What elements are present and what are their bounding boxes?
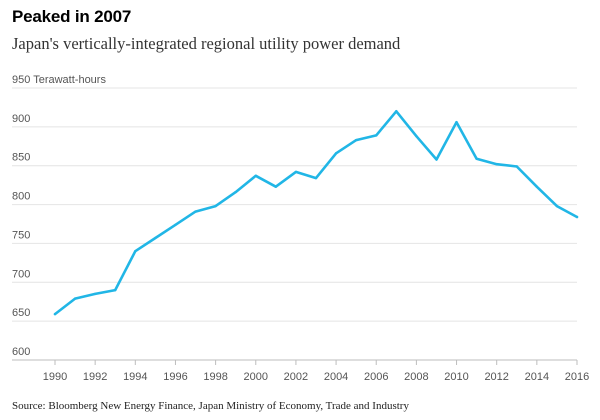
data-point (475, 157, 478, 160)
x-tick-label: 2016 (565, 371, 589, 383)
x-tick-label: 2002 (284, 371, 308, 383)
y-tick-label: 800 (12, 191, 30, 203)
x-tick-label: 2006 (364, 371, 388, 383)
data-point (535, 185, 538, 188)
data-point (555, 204, 559, 208)
data-point (174, 223, 177, 226)
data-point (274, 185, 277, 188)
x-tick-label: 2000 (244, 371, 268, 383)
y-tick-label: 650 (12, 307, 30, 319)
data-point (415, 135, 418, 138)
x-tick-label: 1990 (43, 371, 67, 383)
x-tick-label: 2012 (484, 371, 508, 383)
data-point (355, 138, 358, 142)
data-point (53, 312, 57, 316)
source-note: Source: Bloomberg New Energy Finance, Ja… (12, 400, 409, 412)
data-point (154, 236, 157, 240)
x-axis-labels: 1990 1992 1994 1996 1998 2000 2002 2004 2006 2008… (43, 371, 589, 383)
data-point (395, 110, 398, 113)
y-tick-label: 850 (12, 152, 30, 164)
y-tick-label: 950 Terawatt-hours (12, 74, 106, 86)
series-line (53, 110, 579, 316)
data-point (114, 288, 117, 292)
data-point (194, 210, 197, 213)
y-tick-label: 750 (12, 229, 30, 241)
data-point (575, 215, 579, 219)
x-tick-label: 2008 (404, 371, 428, 383)
data-point (495, 163, 498, 166)
data-point (334, 152, 338, 155)
y-tick-label: 900 (12, 113, 30, 125)
x-tick-label: 1992 (83, 371, 107, 383)
y-tick-label: 600 (12, 346, 30, 358)
data-point (134, 250, 137, 253)
data-point (254, 174, 257, 177)
data-point (455, 121, 458, 124)
data-point (515, 165, 518, 168)
data-point (314, 176, 318, 180)
x-tick-label: 2010 (444, 371, 468, 383)
chart-subtitle: Japan's vertically-integrated regional u… (12, 34, 401, 53)
x-tick-label: 1994 (123, 371, 147, 383)
data-point (214, 204, 217, 208)
data-point (435, 158, 438, 161)
data-point (73, 297, 77, 300)
data-point (375, 134, 378, 137)
x-tick-label: 1996 (163, 371, 187, 383)
data-point (94, 292, 97, 296)
gridlines (12, 87, 578, 365)
y-axis-labels: 600 650 700 750 800 850 900 950 Terawatt-hours (12, 74, 106, 358)
data-point (234, 190, 237, 194)
series-layer (53, 110, 579, 316)
x-tick-label: 1998 (203, 371, 227, 383)
x-tick-label: 2014 (525, 371, 549, 383)
x-tick-label: 2004 (324, 371, 348, 383)
data-point (294, 170, 298, 174)
chart-title: Peaked in 2007 (12, 7, 132, 26)
y-tick-label: 700 (12, 268, 30, 280)
